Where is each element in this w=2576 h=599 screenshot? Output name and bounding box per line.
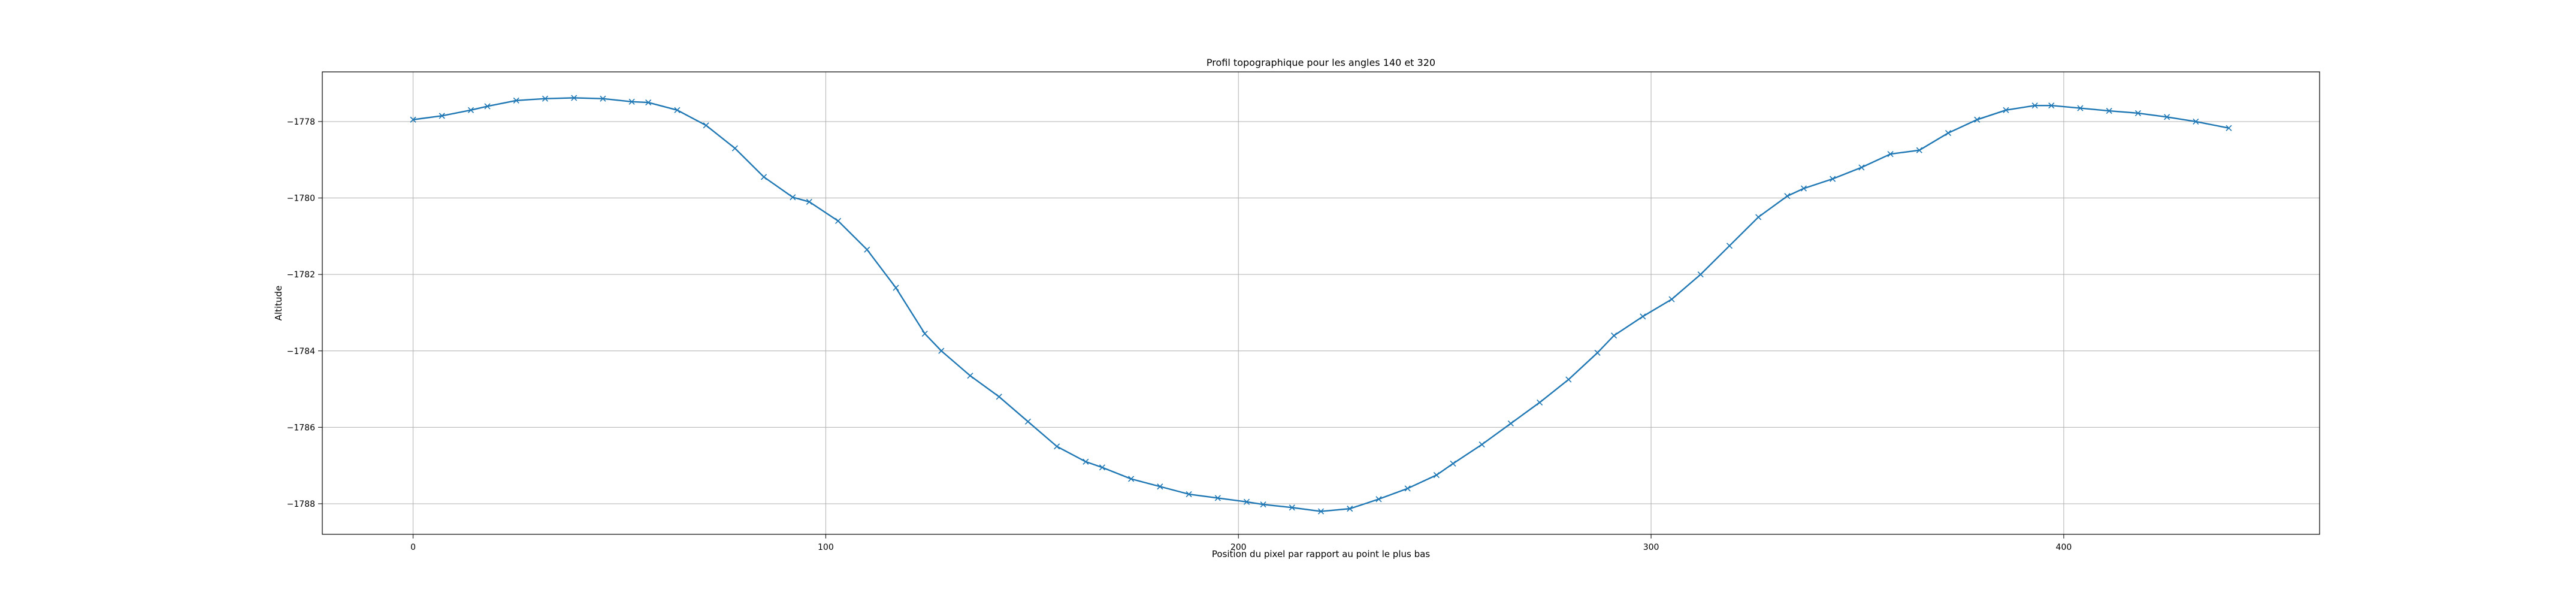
- data-point-marker: [410, 116, 416, 123]
- data-point-marker: [806, 198, 812, 205]
- data-point-marker: [2048, 102, 2055, 109]
- data-point-marker: [1083, 458, 1089, 465]
- data-point-marker: [1433, 472, 1440, 479]
- data-point-marker: [1800, 185, 1807, 192]
- data-point-marker: [1450, 460, 1456, 467]
- data-point-marker: [2031, 102, 2038, 109]
- data-point-marker: [1479, 441, 1485, 448]
- data-point-marker: [1945, 130, 1952, 137]
- data-point-marker: [790, 194, 796, 201]
- data-point-marker: [1537, 399, 1543, 406]
- data-point-marker: [2134, 110, 2141, 116]
- data-point-marker: [2077, 105, 2084, 111]
- data-point-marker: [1157, 483, 1163, 490]
- data-point-marker: [864, 246, 870, 253]
- data-point-marker: [600, 95, 606, 102]
- y-tick-label: −1782: [287, 270, 315, 280]
- data-point-marker: [1375, 496, 1382, 503]
- data-point-marker: [1243, 498, 1250, 505]
- data-point-marker: [484, 103, 491, 110]
- x-tick-label: 100: [818, 543, 834, 552]
- data-point-marker: [1611, 332, 1617, 339]
- data-point-marker: [731, 145, 738, 152]
- data-point-marker: [1404, 485, 1411, 492]
- data-point-marker: [1755, 214, 1762, 220]
- data-point-marker: [1565, 376, 1572, 383]
- plot-frame: [322, 71, 2320, 535]
- data-point-marker: [967, 373, 973, 379]
- data-point-marker: [645, 99, 652, 106]
- data-point-marker: [1858, 164, 1865, 171]
- data-point-marker: [1507, 420, 1514, 427]
- series-line: [413, 97, 2229, 512]
- data-point-marker: [703, 122, 709, 129]
- x-tick-label: 300: [1643, 543, 1659, 552]
- data-point-marker: [996, 394, 1002, 400]
- data-point-marker: [2106, 108, 2112, 114]
- data-point-marker: [1830, 176, 1836, 182]
- data-point-marker: [2164, 114, 2170, 120]
- y-tick-label: −1780: [287, 194, 315, 204]
- data-point-marker: [1887, 151, 1894, 158]
- data-point-marker: [1726, 243, 1733, 249]
- data-point-marker: [1260, 501, 1266, 508]
- data-point-marker: [571, 95, 578, 101]
- data-point-marker: [1099, 464, 1105, 471]
- data-point-marker: [1974, 116, 1981, 123]
- data-point-marker: [2226, 125, 2232, 131]
- data-point-marker: [938, 347, 945, 354]
- data-point-marker: [2193, 118, 2199, 125]
- y-axis-label: Altitude: [273, 286, 284, 321]
- data-point-marker: [893, 285, 899, 291]
- data-point-marker: [1697, 271, 1704, 278]
- y-tick-label: −1788: [287, 500, 315, 509]
- data-point-marker: [1347, 506, 1353, 512]
- grid: [322, 72, 2320, 534]
- x-axis-label: Position du pixel par rapport au point l…: [1212, 549, 1430, 559]
- data-point-marker: [1024, 418, 1031, 425]
- series-layer: [410, 95, 2232, 515]
- data-point-marker: [1214, 495, 1221, 501]
- data-point-marker: [1784, 193, 1791, 199]
- data-point-marker: [921, 330, 928, 337]
- data-point-marker: [1128, 476, 1135, 482]
- data-point-marker: [1668, 296, 1675, 302]
- x-tick-label: 200: [1230, 543, 1247, 552]
- data-point-marker: [674, 107, 681, 113]
- x-tick-label: 0: [410, 543, 416, 552]
- data-point-marker: [439, 113, 445, 119]
- data-point-marker: [513, 97, 519, 104]
- x-tick-label: 400: [2056, 543, 2072, 552]
- data-point-marker: [760, 174, 767, 180]
- data-point-marker: [1289, 504, 1295, 511]
- data-point-marker: [1317, 508, 1325, 515]
- chart-title: Profil topographique pour les angles 140…: [1207, 57, 1435, 68]
- data-point-marker: [628, 98, 635, 105]
- data-point-marker: [542, 95, 549, 102]
- axis-ticks: 0 100 200 300 400 −1778 −1780 −1782 −1784 −1786 −1…: [287, 117, 2072, 552]
- y-tick-label: −1778: [287, 117, 315, 127]
- data-point-marker: [467, 107, 474, 113]
- data-point-marker: [835, 217, 842, 224]
- data-point-marker: [1186, 491, 1192, 498]
- y-tick-label: −1786: [287, 423, 315, 432]
- data-point-marker: [2003, 107, 2009, 113]
- y-tick-label: −1784: [287, 347, 315, 356]
- data-point-marker: [1054, 443, 1060, 450]
- data-point-marker: [1916, 147, 1922, 153]
- data-point-marker: [1594, 349, 1601, 356]
- data-point-marker: [1640, 313, 1646, 320]
